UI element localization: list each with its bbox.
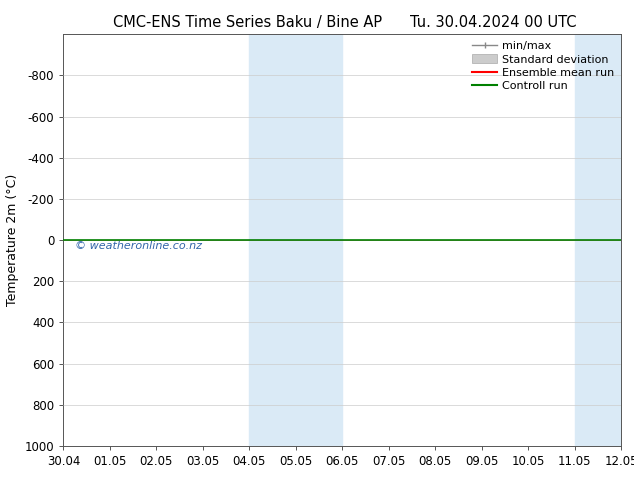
Text: © weatheronline.co.nz: © weatheronline.co.nz	[75, 241, 202, 251]
Legend: min/max, Standard deviation, Ensemble mean run, Controll run: min/max, Standard deviation, Ensemble me…	[468, 37, 619, 96]
Y-axis label: Temperature 2m (°C): Temperature 2m (°C)	[6, 174, 19, 306]
Text: CMC-ENS Time Series Baku / Bine AP: CMC-ENS Time Series Baku / Bine AP	[113, 15, 382, 30]
Bar	[249, 34, 296, 446]
Text: Tu. 30.04.2024 00 UTC: Tu. 30.04.2024 00 UTC	[410, 15, 576, 30]
Bar	[575, 34, 621, 446]
Bar	[296, 34, 342, 446]
